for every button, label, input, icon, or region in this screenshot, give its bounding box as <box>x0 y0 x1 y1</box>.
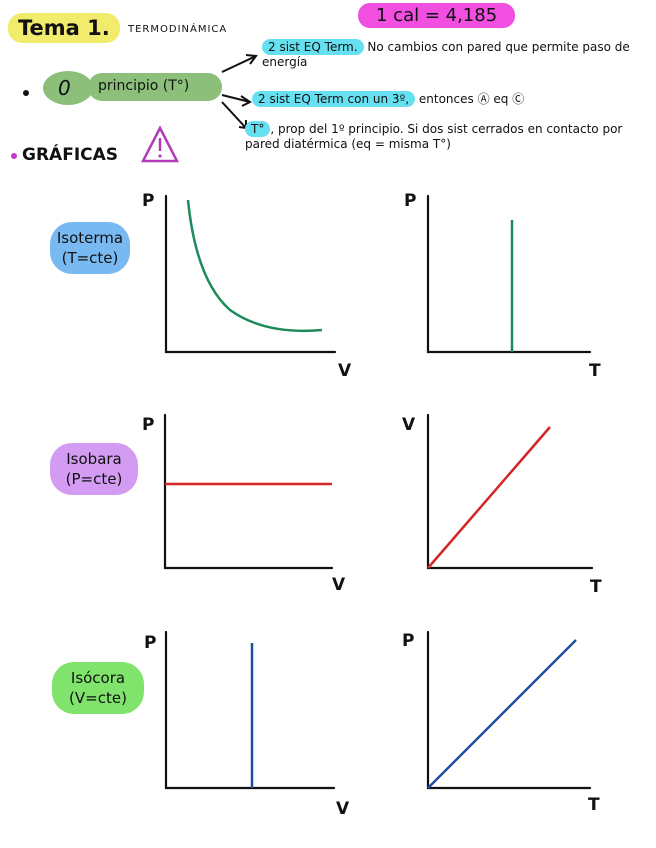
graph-label: Isoterma (T=cte) <box>50 222 130 274</box>
curve <box>427 639 577 789</box>
axes <box>163 413 334 570</box>
x-axis-label: V <box>338 361 352 381</box>
graph-label: Isobara (P=cte) <box>50 443 138 495</box>
axes <box>164 630 336 790</box>
y-axis-label: P <box>402 631 414 651</box>
axes <box>426 413 594 570</box>
graph-name: Isoterma <box>56 229 124 247</box>
y-axis-label: P <box>142 415 154 435</box>
section-title: GRÁFICAS <box>22 145 119 165</box>
note-text: entonces Ⓐ eq Ⓒ <box>418 92 525 106</box>
x-axis-label: V <box>336 799 350 819</box>
x-axis-label: T <box>588 795 600 815</box>
note-text: , prop del 1º principio. Si dos sist cer… <box>245 122 623 151</box>
y-axis-label: P <box>404 191 416 211</box>
note-highlight: 2 sist EQ Term con un 3º, <box>252 91 416 107</box>
graph-condition: (T=cte) <box>61 249 119 267</box>
note-highlight: T° <box>245 121 271 137</box>
diagram-lines <box>11 54 258 163</box>
subtitle: TERMODINÁMICA <box>128 24 228 35</box>
x-axis-label: T <box>589 361 601 381</box>
axes <box>426 194 592 354</box>
curve <box>186 199 323 333</box>
number-blob <box>43 71 93 105</box>
axes <box>164 194 337 354</box>
badge: 1 cal = 4,185 <box>358 3 516 28</box>
bullet <box>23 90 29 96</box>
x-axis-label: T <box>590 577 602 597</box>
note: T°, prop del 1º principio. Si dos sist c… <box>245 121 625 152</box>
graph-condition: (P=cte) <box>65 470 123 488</box>
warning-icon <box>140 125 180 163</box>
graph-name: Isobara <box>66 450 122 468</box>
principle-pill <box>88 73 222 101</box>
principle-name: principio (T°) <box>98 78 190 94</box>
graph-name: Isócora <box>70 669 126 687</box>
bullet <box>11 153 17 159</box>
curve <box>427 426 551 569</box>
principle-number: 0 <box>58 76 71 100</box>
y-axis-label: P <box>142 191 154 211</box>
note: 2 sist EQ Term con un 3º, entonces Ⓐ eq … <box>252 91 652 107</box>
x-axis-label: V <box>332 575 346 595</box>
note-highlight: 2 sist EQ Term. <box>262 39 364 55</box>
warning-icon <box>158 154 162 158</box>
graph-label: Isócora (V=cte) <box>52 662 144 714</box>
graph-condition: (V=cte) <box>69 689 127 707</box>
note-text: No cambios con pared que permite paso de… <box>262 40 630 69</box>
title: Tema 1. <box>8 13 120 43</box>
y-axis-label: P <box>144 633 156 653</box>
note: 2 sist EQ Term. No cambios con pared que… <box>262 39 642 70</box>
y-axis-label: V <box>402 415 416 435</box>
